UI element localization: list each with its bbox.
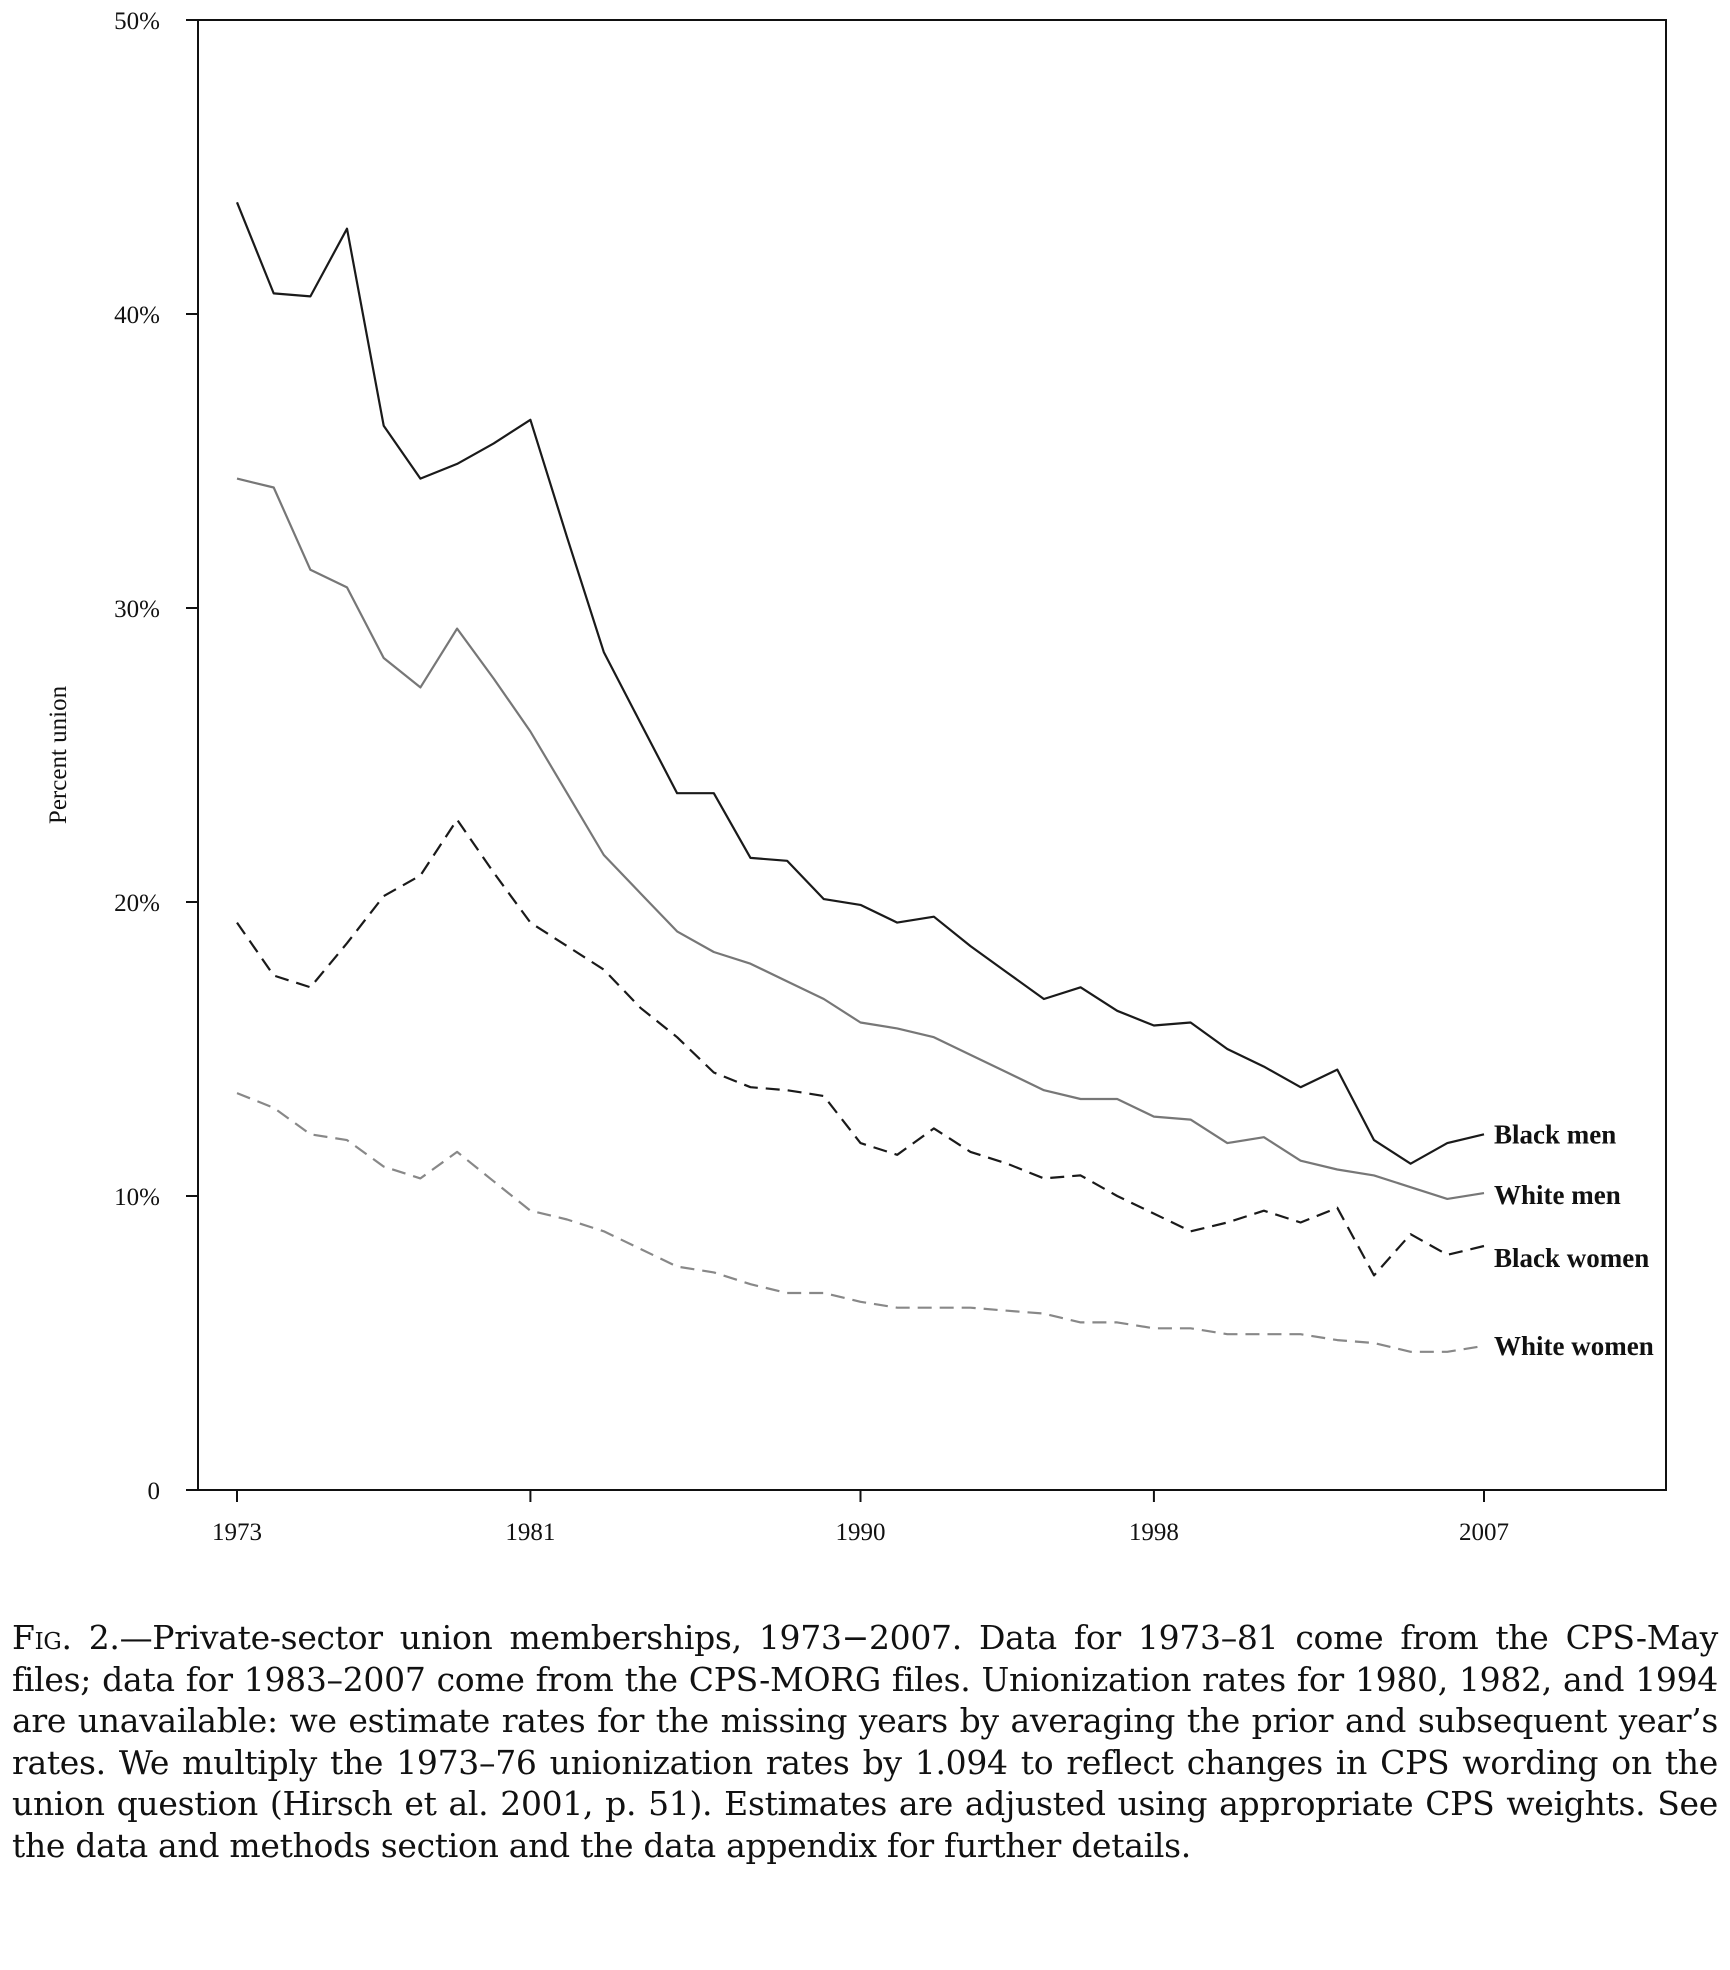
plot-frame bbox=[197, 19, 1667, 1491]
series-label-black-women: Black women bbox=[1494, 1243, 1649, 1273]
y-tick-label: 40% bbox=[114, 302, 160, 329]
union-membership-chart: 0 10% 20% 30% 40% 50% 1973 1981 1990 1998 2007 Pe… bbox=[45, 8, 1667, 1546]
y-tick-label: 0 bbox=[148, 1478, 161, 1505]
x-tick-label: 2007 bbox=[1459, 1519, 1509, 1546]
series-line-black-men bbox=[235, 201, 1485, 1165]
x-tick-label: 1973 bbox=[212, 1519, 262, 1546]
x-axis: 1973 1981 1990 1998 2007 bbox=[212, 1490, 1509, 1546]
y-tick-label: 30% bbox=[114, 596, 160, 623]
x-tick-label: 1998 bbox=[1129, 1519, 1179, 1546]
series-label-black-men: Black men bbox=[1494, 1119, 1616, 1149]
y-tick-label: 10% bbox=[114, 1184, 160, 1211]
x-tick-label: 1990 bbox=[836, 1519, 886, 1546]
y-axis: 0 10% 20% 30% 40% 50% bbox=[114, 8, 198, 1505]
series-line-black-women bbox=[236, 818, 1485, 1277]
series-line-white-women bbox=[236, 1092, 1485, 1353]
series-layer bbox=[235, 201, 1485, 1353]
figure-label: Fig. 2. bbox=[12, 1618, 120, 1657]
series-line-white-men bbox=[236, 477, 1485, 1201]
y-axis-title: Percent union bbox=[45, 685, 72, 824]
series-labels: Black men White men Black women White women bbox=[1494, 1119, 1654, 1361]
y-tick-label: 50% bbox=[114, 8, 160, 35]
figure-caption-text: —Private-sector union memberships, 1973−… bbox=[12, 1618, 1718, 1865]
y-tick-label: 20% bbox=[114, 890, 160, 917]
series-label-white-women: White women bbox=[1494, 1331, 1654, 1361]
figure-caption: Fig. 2.—Private-sector union memberships… bbox=[12, 1617, 1718, 1866]
x-tick-label: 1981 bbox=[505, 1519, 555, 1546]
series-label-white-men: White men bbox=[1494, 1180, 1621, 1210]
